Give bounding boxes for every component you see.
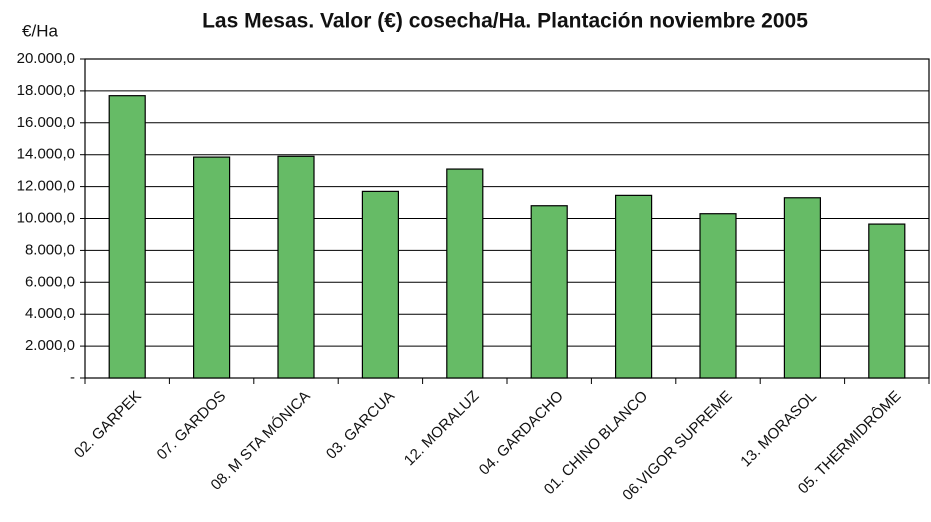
x-tick-label: 03. GARCUA	[323, 388, 398, 463]
bar	[530, 205, 568, 379]
y-tick-label: 4.000,0	[25, 305, 75, 322]
bar	[783, 197, 822, 379]
y-tick-label: 20.000,0	[17, 50, 75, 67]
y-tick-label: 18.000,0	[17, 82, 75, 99]
x-tick-label: 12. MORALUZ	[401, 388, 483, 470]
bar	[614, 194, 653, 379]
y-tick-label: 8.000,0	[25, 241, 75, 258]
y-tick-label: 14.000,0	[17, 146, 75, 163]
bar	[193, 156, 231, 379]
x-tick-label: 04. GARDACHO	[476, 388, 567, 479]
y-tick-label: 10.000,0	[17, 209, 75, 226]
bar	[446, 168, 484, 379]
y-tick-label: 12.000,0	[17, 178, 75, 195]
y-tick-label: 16.000,0	[17, 114, 75, 131]
x-tick-label: 02. GARPEK	[71, 388, 145, 462]
bar	[108, 95, 146, 379]
y-tick-label: -	[70, 369, 75, 386]
bar	[277, 155, 315, 379]
y-tick-label: 2.000,0	[25, 337, 75, 354]
y-axis-label: €/Ha	[22, 21, 58, 40]
bar	[868, 223, 906, 379]
x-tick-label: 07. GARDOS	[154, 388, 230, 464]
chart-title: Las Mesas. Valor (€) cosecha/Ha. Plantac…	[202, 10, 808, 33]
bar	[361, 190, 399, 379]
y-tick-label: 6.000,0	[25, 273, 75, 290]
x-tick-label: 13. MORASOL	[737, 388, 820, 471]
bar	[699, 213, 737, 379]
